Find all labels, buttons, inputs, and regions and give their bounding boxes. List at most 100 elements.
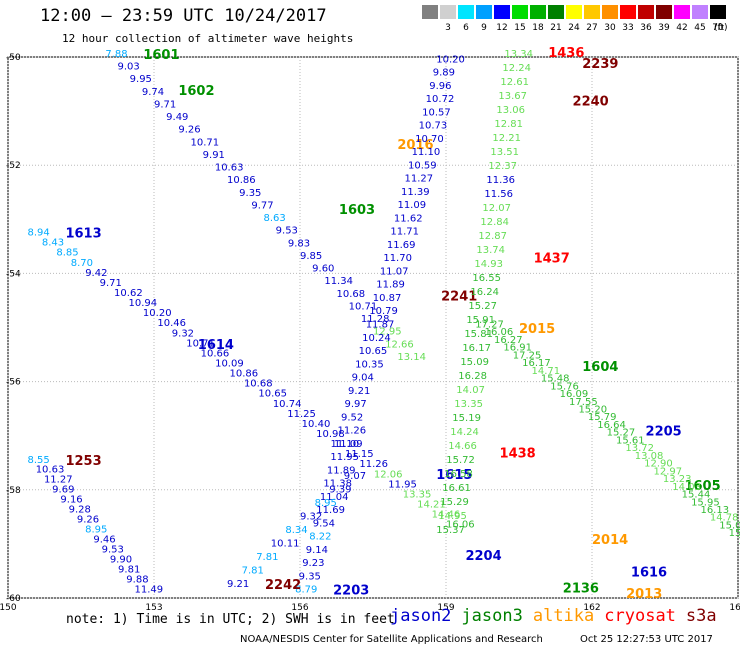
wave-height-value: 11.95 [388, 479, 417, 490]
pass-label: 1438 [500, 446, 536, 461]
wave-height-value: 9.35 [299, 571, 321, 582]
wave-height-value: 17.55 [569, 397, 598, 408]
wave-height-value: 12.87 [478, 231, 507, 242]
pass-label: 2204 [465, 549, 501, 564]
wave-height-value: 9.14 [306, 545, 328, 556]
wave-height-value: 14.07 [456, 385, 485, 396]
scale-swatch [620, 5, 636, 19]
wave-height-value: 10.65 [258, 389, 287, 400]
wave-height-value: 9.04 [352, 373, 374, 384]
wave-height-value: 12.97 [654, 466, 683, 477]
footer-credit: NOAA/NESDIS Center for Satellite Applica… [240, 634, 543, 645]
wave-height-value: 10.71 [349, 301, 378, 312]
wave-height-value: 10.62 [114, 288, 143, 299]
wave-height-value: 12.24 [502, 63, 531, 74]
wave-height-value: 11.39 [401, 187, 430, 198]
wave-height-value: 11.34 [324, 276, 353, 287]
y-tick-label: -56 [6, 378, 21, 388]
wave-height-value: 11.69 [316, 505, 345, 516]
wave-height-value: 15.81 [464, 329, 493, 340]
scale-swatch [566, 5, 582, 19]
pass-label: 1615 [436, 468, 472, 483]
wave-height-value: 12.37 [488, 161, 517, 172]
wave-height-value: 11.04 [320, 492, 349, 503]
scale-swatch [440, 5, 456, 19]
wave-height-value: 9.54 [313, 518, 335, 529]
wave-height-value: 11.69 [387, 240, 416, 251]
wave-height-value: 10.79 [369, 306, 398, 317]
wave-height-value: 13.67 [498, 91, 527, 102]
wave-height-value: 10.24 [362, 333, 391, 344]
wave-height-value: 9.91 [203, 150, 225, 161]
wave-height-value: 9.96 [429, 81, 451, 92]
wave-height-value: 10.20 [436, 54, 465, 65]
wave-height-value: 14.95 [438, 511, 467, 522]
scale-label: 42 [676, 23, 688, 33]
wave-height-value: 9.49 [166, 112, 188, 123]
pass-label: 2240 [573, 95, 609, 110]
wave-height-value: 10.40 [302, 419, 331, 430]
wave-height-value: 15.09 [460, 357, 489, 368]
wave-height-value: 13.51 [490, 147, 519, 158]
scale-unit: (ft) [714, 23, 728, 33]
wave-height-value: 13.08 [635, 451, 664, 462]
wave-height-value: 11.28 [361, 314, 390, 325]
pass-label: 1614 [198, 338, 234, 353]
wave-height-value: 11.71 [390, 227, 419, 238]
scale-swatch [584, 5, 600, 19]
wave-height-value: 15.48 [541, 374, 570, 385]
scale-label: 39 [658, 23, 670, 33]
scale-label: 30 [604, 23, 616, 33]
wave-height-value: 10.86 [227, 175, 256, 186]
wave-height-value: 13.23 [663, 474, 692, 485]
pass-label: 1616 [631, 565, 667, 580]
wave-height-value: 10.98 [316, 429, 345, 440]
wave-height-value: 9.03 [118, 62, 140, 73]
scale-swatch [476, 5, 492, 19]
wave-height-value: 9.32 [300, 512, 322, 523]
wave-height-value: 16.27 [494, 335, 523, 346]
wave-height-value: 10.57 [422, 107, 451, 118]
wave-height-value: 15.20 [578, 405, 607, 416]
scale-label: 36 [640, 23, 652, 33]
pass-label: 2016 [397, 138, 433, 153]
x-tick-label: 165 [729, 603, 740, 613]
wave-height-value: 11.09 [334, 439, 363, 450]
scale-swatch [530, 5, 546, 19]
wave-height-value: 10.59 [408, 160, 437, 171]
wave-height-value: 16.55 [472, 273, 501, 284]
y-tick-label: -50 [6, 53, 21, 63]
wave-height-value: 15.19 [452, 413, 481, 424]
scale-label: 3 [445, 23, 451, 33]
wave-height-value: 9.88 [126, 575, 148, 586]
pass-label: 1436 [548, 46, 584, 61]
scale-label: 45 [694, 23, 706, 33]
scale-swatch [494, 5, 510, 19]
legend-entry: s3a [685, 606, 717, 626]
wave-height-value: 8.95 [85, 525, 107, 536]
scale-swatch [602, 5, 618, 19]
wave-height-value: 9.52 [341, 412, 363, 423]
wave-height-value: 9.53 [102, 545, 124, 556]
wave-height-value: 11.09 [397, 200, 426, 211]
wave-height-value: 11.38 [323, 479, 352, 490]
wave-height-value: 10.63 [215, 163, 244, 174]
wave-height-value: 9.32 [172, 328, 194, 339]
wave-height-value: 10.71 [191, 137, 220, 148]
wave-height-value: 12.81 [494, 119, 523, 130]
wave-height-value: 16.06 [446, 520, 475, 531]
pass-label: 2205 [646, 425, 682, 440]
wave-height-value: 10.35 [355, 359, 384, 370]
wave-height-value: 16.17 [522, 358, 551, 369]
wave-height-value: 8.34 [285, 525, 307, 536]
wave-height-value: 15.79 [588, 412, 617, 423]
wave-height-value: 11.07 [380, 266, 409, 277]
wave-height-value: 8.94 [27, 228, 49, 239]
wave-height-value: 16.09 [560, 389, 589, 400]
scale-label: 27 [586, 23, 598, 33]
wave-height-value: 11.56 [484, 189, 513, 200]
wave-height-value: 15.43 [729, 528, 740, 539]
pass-label: 1253 [65, 454, 101, 469]
wave-height-value: 13.34 [504, 49, 533, 60]
pass-label: 1605 [684, 479, 720, 494]
